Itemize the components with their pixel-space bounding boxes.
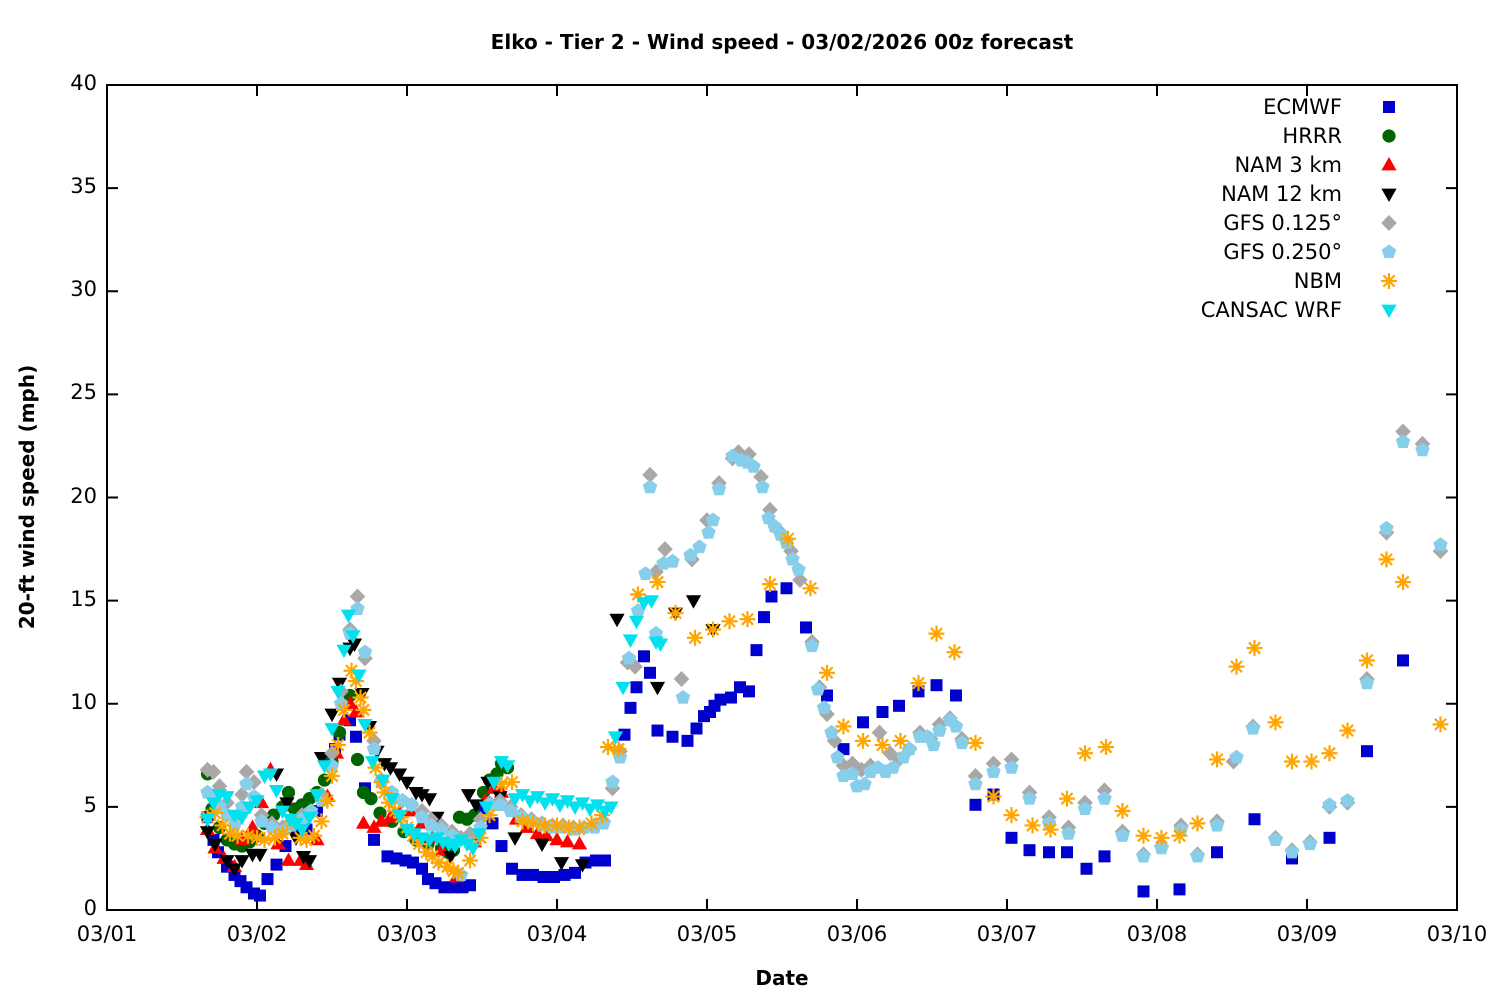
series-ecmwf (201, 582, 1409, 902)
legend-item-nam-3-km: NAM 3 km (1201, 150, 1402, 179)
x-tick-label: 03/03 (376, 922, 438, 946)
y-tick-label: 10 (70, 689, 97, 714)
legend-label: GFS 0.250° (1223, 239, 1342, 264)
y-tick-label: 30 (70, 277, 97, 302)
legend-item-cansac-wrf: CANSAC WRF (1201, 295, 1402, 324)
x-tick-label: 03/10 (1426, 922, 1488, 946)
y-tick-label: 20 (70, 483, 97, 508)
x-tick-label: 03/01 (76, 922, 138, 946)
legend-item-hrrr: HRRR (1201, 121, 1402, 150)
legend-label: NBM (1293, 268, 1342, 293)
x-tick-label: 03/06 (826, 922, 888, 946)
nbm-marker-icon (1381, 272, 1397, 289)
legend-label: NAM 12 km (1221, 181, 1342, 206)
x-tick-label: 03/09 (1276, 922, 1338, 946)
gfs-0-125-marker-icon (1381, 214, 1397, 231)
nam-3-km-marker-icon (1381, 156, 1397, 170)
legend-label: GFS 0.125° (1223, 210, 1342, 235)
y-tick-label: 0 (83, 896, 97, 920)
cansac-wrf-marker-icon (1381, 304, 1397, 318)
series-nbm (199, 530, 1449, 881)
legend: ECMWF HRRR NAM 3 km NAM 12 km GFS 0.125° GFS … (1201, 92, 1402, 324)
x-tick-label: 03/05 (676, 922, 738, 946)
legend-item-gfs-0-125: GFS 0.125° (1201, 208, 1402, 237)
legend-item-nam-12-km: NAM 12 km (1201, 179, 1402, 208)
chart-title: Elko - Tier 2 - Wind speed - 03/02/2026 … (490, 30, 1074, 54)
legend-item-ecmwf: ECMWF (1201, 92, 1402, 121)
legend-label: NAM 3 km (1234, 152, 1342, 177)
gfs-0-250-marker-icon (1381, 243, 1397, 258)
x-tick-label: 03/08 (1126, 922, 1188, 946)
legend-label: HRRR (1282, 123, 1342, 148)
y-tick-label: 35 (70, 174, 97, 199)
legend-label: CANSAC WRF (1200, 297, 1342, 322)
y-tick-label: 15 (70, 586, 97, 611)
hrrr-marker-icon (1382, 128, 1396, 143)
nam-12-km-marker-icon (1381, 188, 1397, 202)
legend-label: ECMWF (1263, 94, 1342, 119)
ecmwf-marker-icon (1383, 100, 1395, 113)
x-tick-label: 03/04 (526, 922, 588, 946)
y-tick-label: 5 (83, 792, 97, 817)
x-tick-label: 03/07 (976, 922, 1038, 946)
series-gfs-0-250 (200, 434, 1448, 882)
legend-item-gfs-0-250: GFS 0.250° (1201, 237, 1402, 266)
legend-item-nbm: NBM (1201, 266, 1402, 295)
series-cansac-wrf (199, 595, 669, 857)
x-axis-label: Date (755, 966, 809, 990)
y-tick-label: 40 (70, 71, 97, 95)
y-tick-label: 25 (70, 380, 97, 405)
x-tick-label: 03/02 (226, 922, 288, 946)
